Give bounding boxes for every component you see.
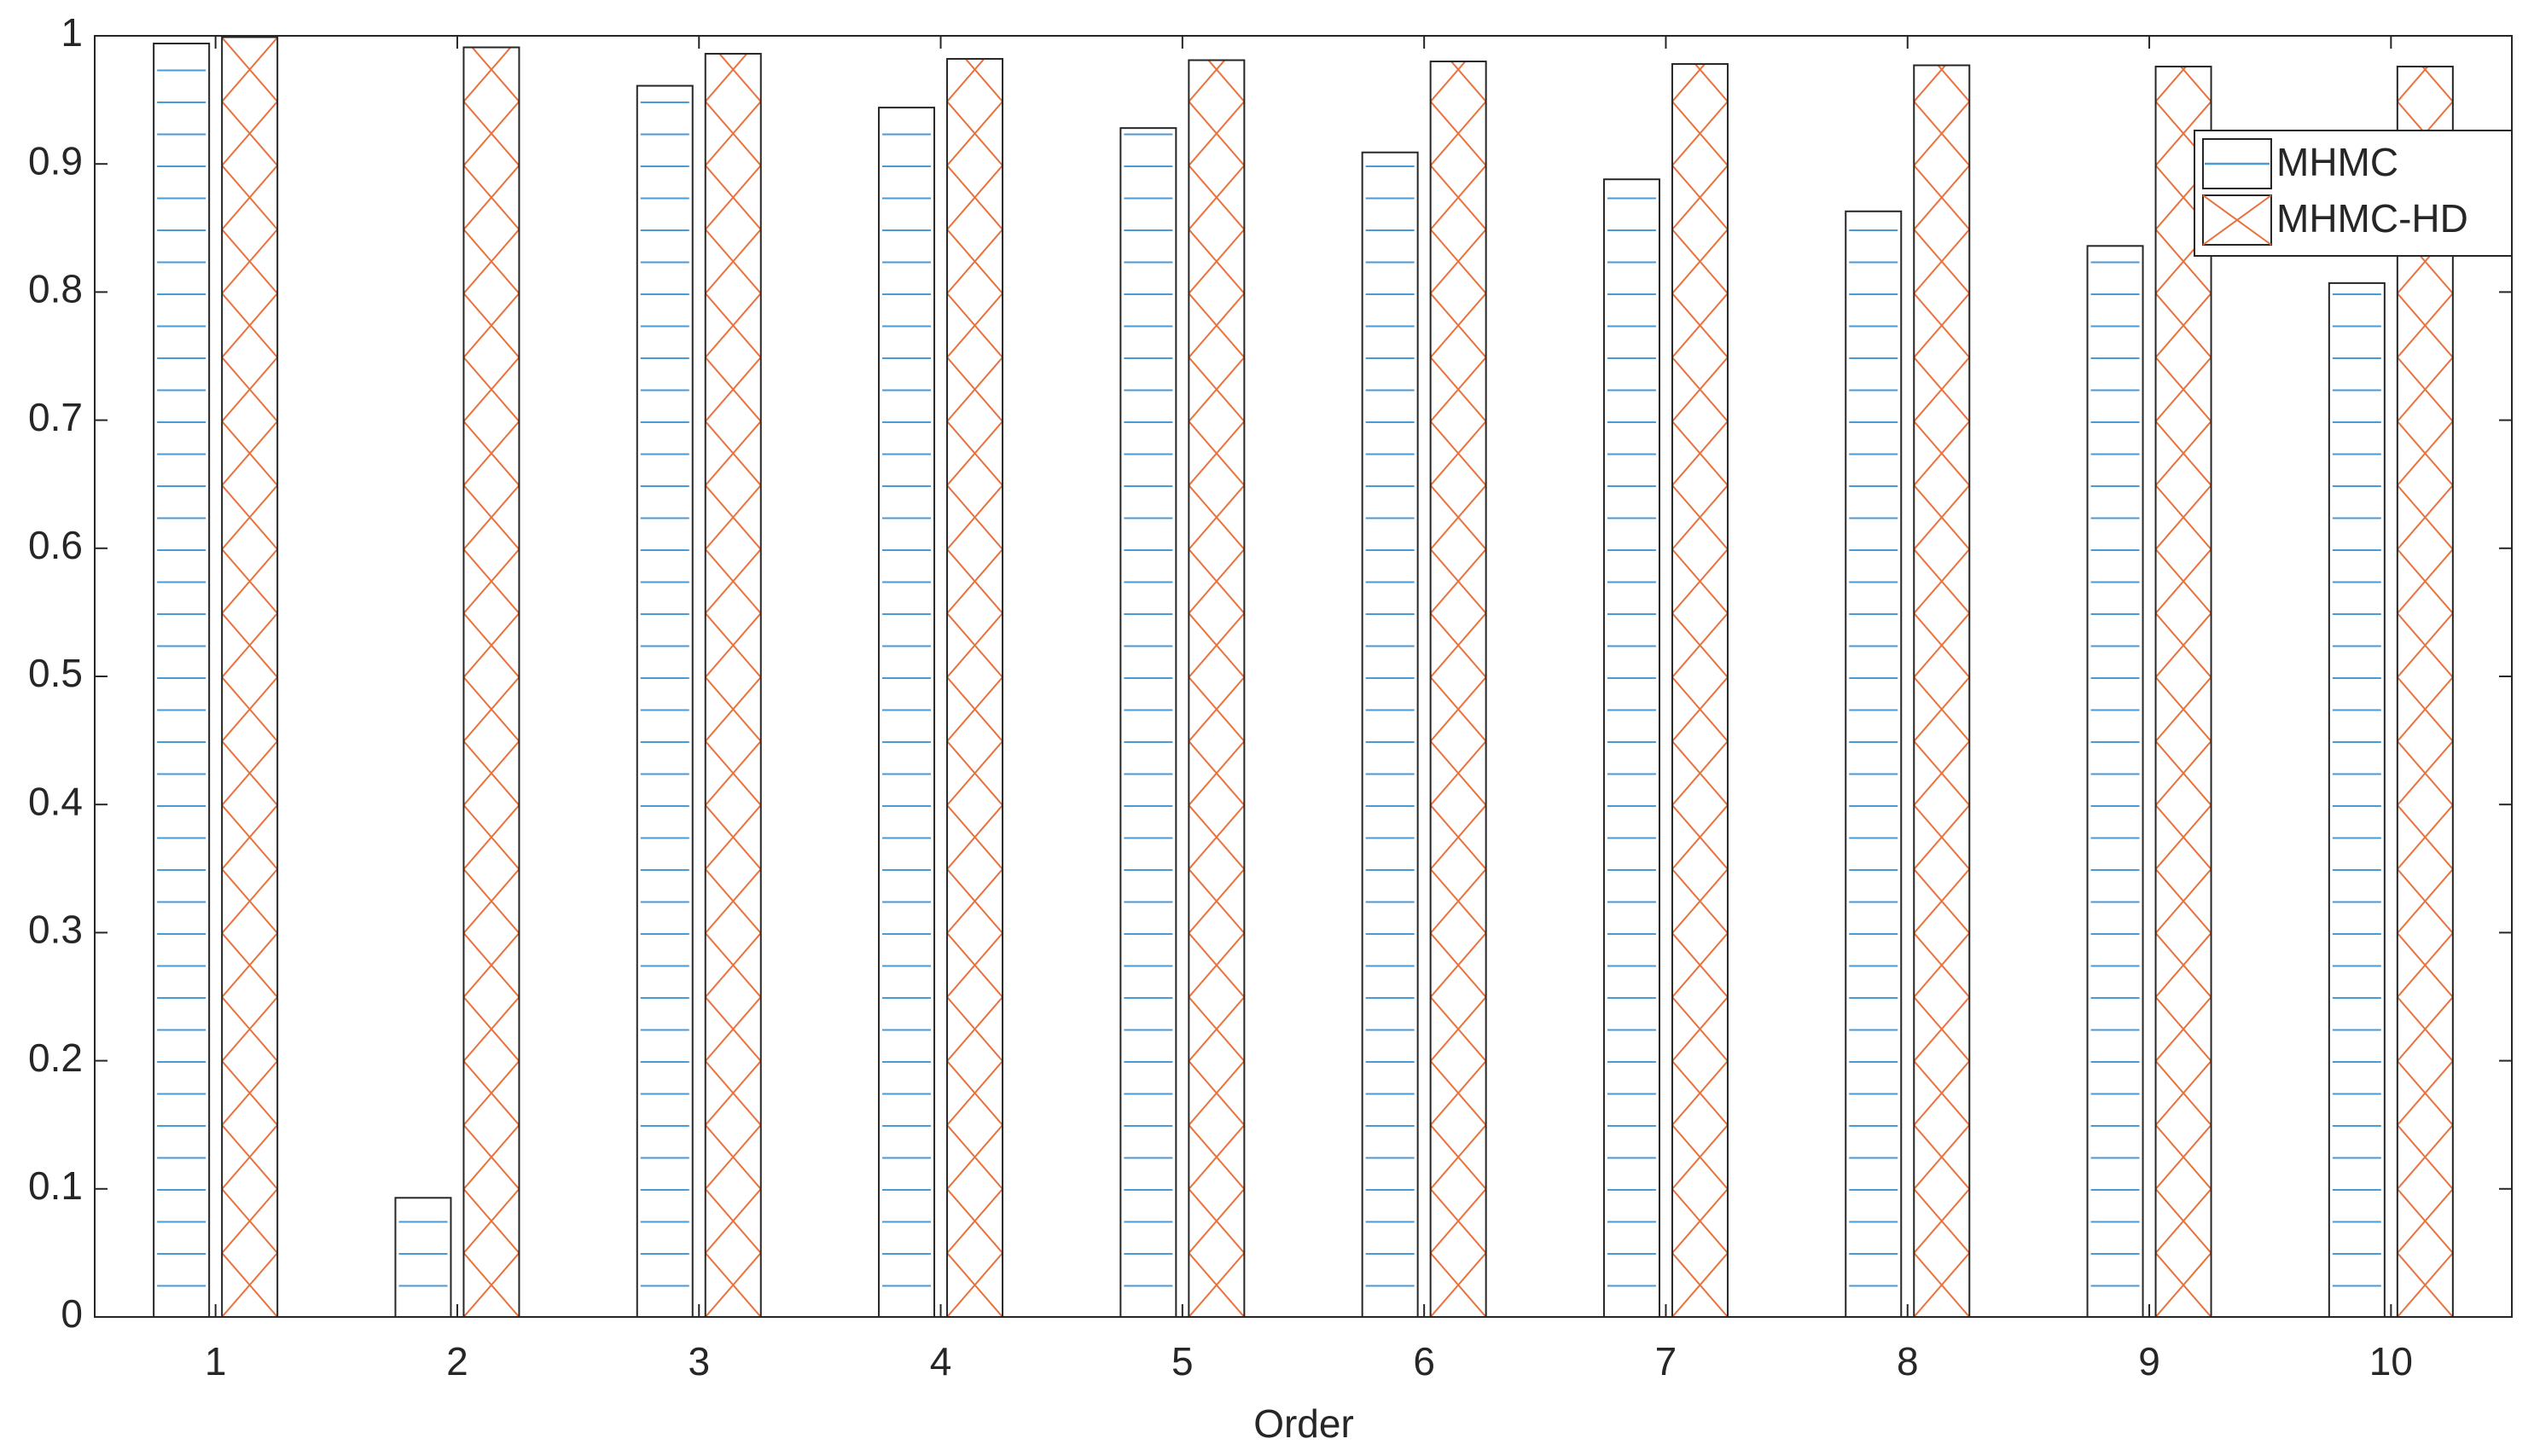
bar (1188, 59, 1246, 1319)
bar (1913, 64, 1971, 1318)
y-tick-label: 0.9 (28, 138, 83, 183)
y-tick-label: 0.6 (28, 523, 83, 567)
y-tick-label: 0.5 (28, 651, 83, 695)
bar (704, 53, 762, 1319)
bar (394, 1197, 452, 1318)
y-tick-label: 0.4 (28, 779, 83, 823)
bar (1845, 210, 1903, 1318)
x-tick-label: 9 (2138, 1339, 2160, 1383)
bar (636, 84, 694, 1318)
bar (878, 107, 936, 1318)
bar (946, 58, 1004, 1318)
bar (1429, 61, 1487, 1318)
plot-area (94, 35, 2513, 1318)
x-tick-label: 4 (930, 1339, 952, 1383)
y-tick-label: 0.3 (28, 908, 83, 952)
x-tick-label: 3 (688, 1339, 710, 1383)
x-tick-label: 6 (1413, 1339, 1435, 1383)
legend-label: MHMC (2276, 140, 2398, 184)
bar (221, 36, 279, 1319)
bar (2328, 281, 2386, 1318)
bar (1361, 151, 1419, 1318)
y-tick-label: 0 (61, 1291, 83, 1336)
bar (1119, 127, 1177, 1318)
y-tick-label: 0.2 (28, 1035, 83, 1080)
bar (2154, 66, 2212, 1319)
y-tick-label: 1 (61, 10, 83, 55)
bar (1602, 178, 1660, 1318)
bar (462, 46, 520, 1319)
x-tick-label: 8 (1897, 1339, 1919, 1383)
x-tick-label: 2 (446, 1339, 468, 1383)
y-tick-label: 0.7 (28, 395, 83, 439)
x-tick-label: 1 (205, 1339, 227, 1383)
x-tick-label: 5 (1171, 1339, 1194, 1383)
bar (153, 43, 211, 1319)
legend-label: MHMC-HD (2276, 196, 2468, 241)
bar (1671, 63, 1729, 1319)
legend-hatch (2202, 194, 2272, 246)
x-axis-label: Order (1253, 1401, 1354, 1446)
bar (2086, 245, 2144, 1318)
x-tick-label: 10 (2369, 1339, 2413, 1383)
x-tick-label: 7 (1655, 1339, 1677, 1383)
y-tick-label: 0.1 (28, 1163, 83, 1208)
bar (2396, 66, 2454, 1319)
y-tick-label: 0.8 (28, 267, 83, 311)
